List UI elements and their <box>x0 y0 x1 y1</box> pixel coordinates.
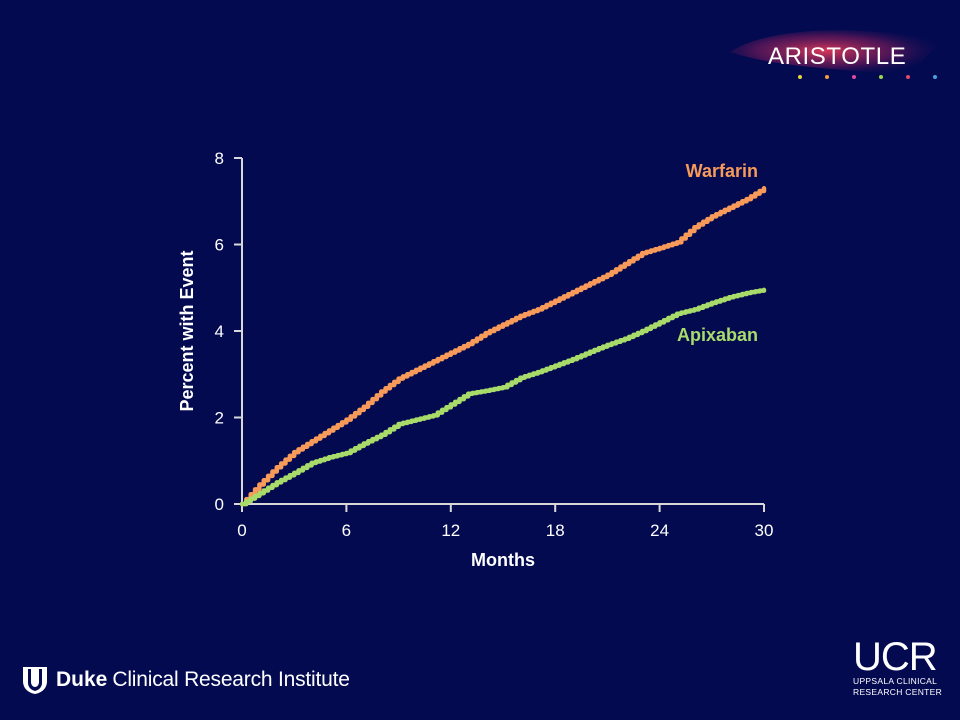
duke-shield-icon <box>23 667 47 694</box>
y-tick-label: 0 <box>215 495 224 514</box>
series-line-warfarin <box>239 186 767 507</box>
y-tick-label: 8 <box>215 149 224 168</box>
duke-logo-text: Clinical Research Institute <box>112 668 350 691</box>
ucr-logo-line1: UPPSALA CLINICAL <box>853 676 938 686</box>
x-axis-title: Months <box>471 550 535 570</box>
x-tick-label: 12 <box>441 521 460 540</box>
series-label-warfarin: Warfarin <box>686 161 758 181</box>
y-tick-label: 6 <box>215 236 224 255</box>
x-tick-label: 0 <box>237 521 246 540</box>
ucr-logo: UCR UPPSALA CLINICAL RESEARCH CENTER <box>853 635 943 698</box>
duke-logo-bold: Duke <box>56 668 108 691</box>
x-tick-label: 6 <box>342 521 351 540</box>
duke-logo: Duke Clinical Research Institute <box>22 664 350 696</box>
chart-labels: Months Percent with Event Warfarin Apixaban <box>177 161 758 570</box>
x-tick-label: 18 <box>546 521 565 540</box>
y-tick-label: 4 <box>215 322 224 341</box>
x-tick-label: 30 <box>755 521 774 540</box>
y-axis-title: Percent with Event <box>177 250 197 411</box>
series-line-apixaban <box>239 287 767 507</box>
y-tick-label: 2 <box>215 409 224 428</box>
aristotle-logo-text: ARISTOTLE <box>768 43 906 70</box>
ucr-logo-mark: UCR <box>853 635 938 679</box>
series-label-apixaban: Apixaban <box>677 325 758 345</box>
x-tick-label: 24 <box>650 521 669 540</box>
ucr-logo-line2: RESEARCH CENTER <box>853 687 943 697</box>
aristotle-logo: ARISTOTLE <box>730 30 940 79</box>
chart-series <box>239 186 767 507</box>
